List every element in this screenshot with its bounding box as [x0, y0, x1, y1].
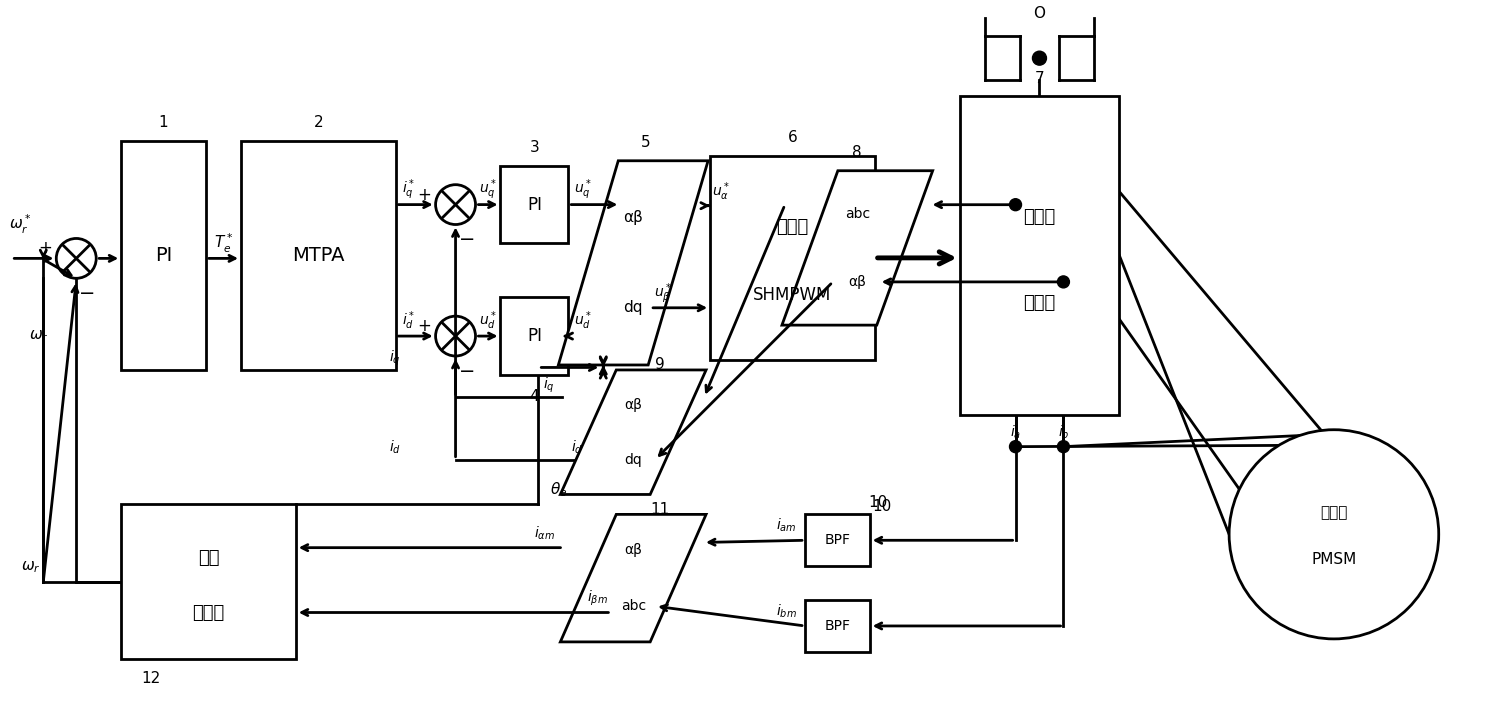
Text: $i_{bm}$: $i_{bm}$ [776, 602, 797, 620]
Text: dq: dq [624, 453, 642, 467]
Circle shape [1057, 440, 1069, 453]
Bar [710, 156, 875, 360]
Text: PI: PI [526, 327, 541, 345]
Text: 三电平: 三电平 [776, 218, 809, 236]
Text: 11: 11 [650, 502, 669, 517]
Polygon shape [561, 514, 705, 642]
Text: 10: 10 [868, 495, 887, 510]
Text: O: O [1033, 6, 1045, 21]
Bar [122, 141, 206, 370]
Bar [241, 141, 396, 370]
Circle shape [1032, 51, 1047, 65]
Circle shape [1009, 440, 1021, 453]
Text: αβ: αβ [624, 543, 642, 557]
Circle shape [1057, 276, 1069, 288]
Text: 4: 4 [529, 390, 540, 405]
Text: $i_{am}$: $i_{am}$ [776, 517, 797, 534]
Circle shape [436, 184, 475, 225]
Text: 3: 3 [529, 140, 540, 155]
Text: SHMPWM: SHMPWM [754, 286, 832, 304]
Text: BPF: BPF [824, 533, 850, 547]
Text: $u_d^*$: $u_d^*$ [480, 310, 496, 332]
Text: $i_q$: $i_q$ [543, 376, 555, 395]
Text: 位置: 位置 [197, 549, 220, 568]
Text: 大功率: 大功率 [1321, 505, 1348, 520]
Text: +: + [39, 240, 53, 257]
Polygon shape [561, 370, 705, 495]
Text: MTPA: MTPA [292, 246, 344, 265]
Text: PI: PI [155, 246, 173, 265]
Circle shape [1229, 430, 1439, 639]
Text: 三电平: 三电平 [1023, 208, 1056, 226]
Text: $\omega_r^*$: $\omega_r^*$ [9, 213, 32, 237]
Text: αβ: αβ [848, 275, 866, 289]
Bar [122, 504, 296, 659]
Text: 观测器: 观测器 [193, 603, 224, 621]
Text: αβ: αβ [624, 398, 642, 412]
Text: 10: 10 [872, 499, 892, 514]
Text: dq: dq [624, 300, 644, 315]
Bar [805, 514, 869, 566]
Text: abc: abc [845, 207, 869, 221]
Text: $i_q^*$: $i_q^*$ [402, 177, 415, 202]
Text: −: − [80, 285, 96, 303]
Text: abc: abc [621, 599, 645, 613]
Text: PMSM: PMSM [1311, 552, 1357, 567]
Text: 8: 8 [853, 145, 862, 160]
Text: $i_d$: $i_d$ [388, 439, 400, 456]
Text: αβ: αβ [623, 210, 644, 225]
Text: $\theta_e$: $\theta_e$ [550, 480, 569, 500]
Text: 7: 7 [1035, 71, 1044, 86]
Text: −: − [459, 362, 475, 381]
Text: 1: 1 [159, 115, 168, 130]
Text: 6: 6 [788, 130, 797, 145]
Text: $i_{\beta m}$: $i_{\beta m}$ [588, 589, 608, 608]
Circle shape [436, 316, 475, 356]
Circle shape [56, 239, 96, 278]
Text: 9: 9 [654, 358, 665, 373]
Bar [501, 166, 569, 243]
Text: −: − [459, 230, 475, 250]
Text: $u_q^*$: $u_q^*$ [575, 177, 593, 202]
Text: PI: PI [526, 196, 541, 214]
Text: $u_\beta^*$: $u_\beta^*$ [654, 282, 672, 306]
Text: BPF: BPF [824, 619, 850, 633]
Text: 12: 12 [141, 671, 161, 686]
Text: $u_q^*$: $u_q^*$ [480, 177, 496, 202]
Text: $i_d$: $i_d$ [572, 439, 584, 456]
Text: $i_q$: $i_q$ [390, 348, 400, 368]
Text: $\omega_r$: $\omega_r$ [30, 328, 50, 344]
Text: $i_d^*$: $i_d^*$ [402, 310, 415, 332]
Text: 2: 2 [313, 115, 323, 130]
Text: 逆变器: 逆变器 [1023, 294, 1056, 312]
Text: 5: 5 [641, 135, 650, 150]
Text: $i_a$: $i_a$ [1009, 424, 1021, 441]
Bar [960, 96, 1119, 415]
Text: $T_e^*$: $T_e^*$ [214, 232, 233, 255]
Text: +: + [418, 317, 432, 335]
Text: $u_d^*$: $u_d^*$ [575, 310, 593, 332]
Text: +: + [418, 186, 432, 204]
Circle shape [1009, 199, 1021, 211]
Polygon shape [782, 171, 932, 325]
Bar [805, 600, 869, 652]
Text: $u_\alpha^*$: $u_\alpha^*$ [711, 180, 729, 203]
Text: $i_{\alpha m}$: $i_{\alpha m}$ [534, 525, 555, 543]
Text: $i_b$: $i_b$ [1057, 424, 1069, 441]
Polygon shape [558, 161, 708, 365]
Bar [501, 297, 569, 375]
Text: $\omega_r$: $\omega_r$ [21, 559, 41, 575]
